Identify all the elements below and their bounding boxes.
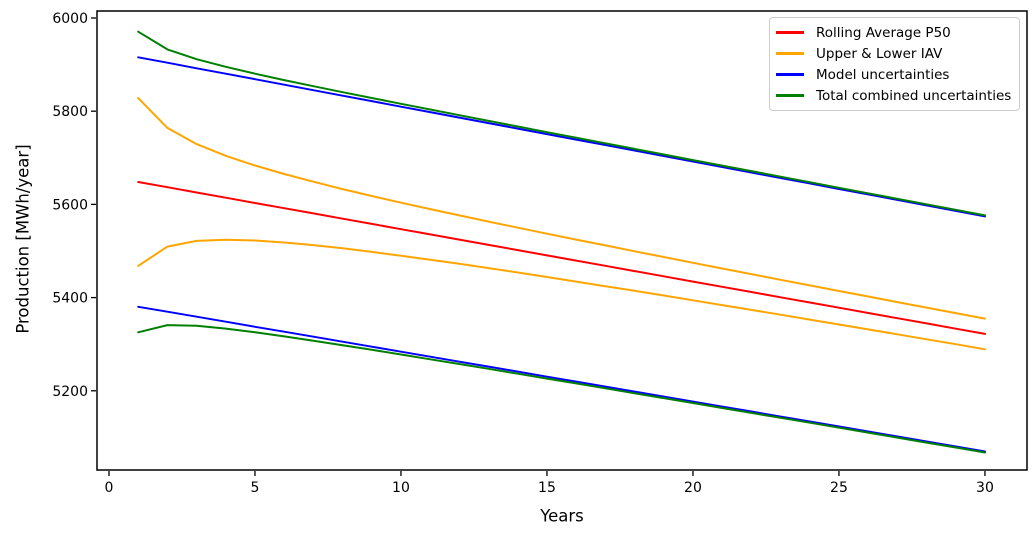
x-tick-label: 10: [392, 480, 410, 496]
x-tick-label: 30: [976, 480, 994, 496]
legend-entry: Model uncertainties: [776, 64, 1011, 85]
legend-entry: Rolling Average P50: [776, 22, 1011, 43]
legend-line-swatch-red: [776, 31, 804, 34]
y-tick-label: 5600: [52, 197, 88, 213]
series-line-upper-iav: [137, 97, 986, 320]
y-tick-label: 5800: [52, 104, 88, 120]
x-axis-label: Years: [540, 506, 584, 526]
legend-entry-label: Model uncertainties: [816, 66, 950, 83]
y-tick-label: 6000: [52, 11, 88, 27]
x-tick-label: 20: [684, 480, 702, 496]
legend-entry-label: Upper & Lower IAV: [816, 45, 943, 62]
legend-entry-label: Rolling Average P50: [816, 24, 951, 41]
legend-line-swatch-orange: [776, 52, 804, 55]
legend-entry: Total combined uncertainties: [776, 85, 1011, 106]
series-line-lower-iav: [137, 238, 986, 351]
plot-border: [96, 10, 1028, 471]
series-line-model-uncertainties-upper: [137, 56, 986, 218]
series-line-model-uncertainties-lower: [137, 305, 986, 453]
y-tick-label: 5200: [52, 384, 88, 400]
x-tick-label: 0: [105, 480, 114, 496]
series-line-rolling-average-p50: [137, 181, 986, 335]
series-line-total-combined-upper: [137, 30, 986, 217]
y-axis-label: Production [MWh/year]: [13, 144, 33, 334]
legend-entry: Upper & Lower IAV: [776, 43, 1011, 64]
x-tick-label: 15: [538, 480, 556, 496]
legend: Rolling Average P50 Upper & Lower IAV Mo…: [769, 17, 1020, 111]
legend-entry-label: Total combined uncertainties: [816, 87, 1012, 104]
legend-line-swatch-green: [776, 94, 804, 97]
y-tick-label: 5400: [52, 291, 88, 307]
x-tick-label: 25: [830, 480, 848, 496]
x-tick-label: 5: [251, 480, 260, 496]
legend-line-swatch-blue: [776, 73, 804, 76]
series-line-total-combined-lower: [137, 324, 986, 454]
